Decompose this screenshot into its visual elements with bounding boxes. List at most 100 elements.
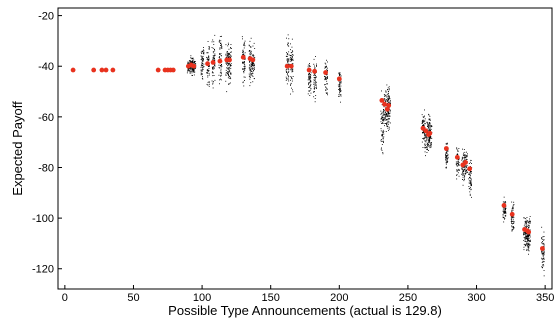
sample-point <box>226 52 228 54</box>
sample-point <box>424 123 426 124</box>
sample-point <box>187 68 189 70</box>
sample-point <box>384 114 385 115</box>
mean-point <box>379 98 385 103</box>
sample-point <box>191 68 193 70</box>
sample-point <box>388 123 389 125</box>
sample-point <box>212 47 214 49</box>
sample-point <box>253 63 255 65</box>
sample-point <box>314 77 316 78</box>
sample-point <box>325 78 327 80</box>
sample-point <box>524 232 526 234</box>
sample-point <box>385 123 387 124</box>
sample-point <box>209 47 210 49</box>
sample-point <box>542 258 544 259</box>
sample-point <box>429 142 431 144</box>
sample-point <box>203 53 205 55</box>
sample-point <box>219 36 221 37</box>
sample-point <box>470 182 472 183</box>
sample-point <box>219 48 221 50</box>
sample-point <box>469 191 471 193</box>
sample-point <box>385 119 387 121</box>
sample-point <box>388 89 390 91</box>
sample-point <box>212 51 214 52</box>
sample-point <box>189 61 191 63</box>
sample-point <box>386 84 388 86</box>
sample-point <box>505 212 507 214</box>
sample-point <box>242 82 244 84</box>
sample-point <box>511 218 512 220</box>
sample-point <box>458 162 460 163</box>
sample-point <box>308 75 310 77</box>
sample-point <box>338 86 340 88</box>
sample-point <box>194 68 196 70</box>
sample-point <box>541 242 543 244</box>
sample-point <box>543 250 545 252</box>
sample-point <box>463 173 465 175</box>
sample-point <box>528 246 529 248</box>
sample-point <box>201 70 203 72</box>
sample-point <box>244 64 246 66</box>
sample-point <box>526 237 527 239</box>
sample-point <box>513 216 515 218</box>
sample-point <box>429 139 431 141</box>
sample-point <box>446 150 448 152</box>
sample-point <box>456 153 458 155</box>
sample-point <box>380 128 382 130</box>
sample-point <box>201 64 203 66</box>
sample-point <box>525 227 527 229</box>
sample-point <box>225 44 227 46</box>
sample-point <box>423 137 425 139</box>
sample-point <box>447 150 449 152</box>
sample-point <box>523 225 525 227</box>
sample-point <box>307 79 309 81</box>
sample-point <box>526 233 527 234</box>
sample-point <box>250 82 252 84</box>
sample-point <box>252 81 254 83</box>
sample-point <box>528 238 530 240</box>
sample-point <box>250 47 252 48</box>
sample-point <box>292 54 294 56</box>
sample-point <box>292 91 294 93</box>
sample-point <box>288 63 290 65</box>
sample-point <box>220 70 222 72</box>
sample-point <box>202 65 204 67</box>
sample-point <box>427 144 429 146</box>
sample-point <box>462 154 464 156</box>
sample-point <box>201 77 203 79</box>
sample-point <box>308 79 310 81</box>
sample-point <box>526 243 528 245</box>
sample-point <box>324 79 326 81</box>
mean-point <box>509 211 515 217</box>
sample-point <box>243 44 245 46</box>
sample-point <box>387 89 388 90</box>
sample-point <box>313 79 315 81</box>
sample-point <box>513 226 514 228</box>
sample-point <box>202 73 203 75</box>
sample-point <box>428 150 429 151</box>
sample-point <box>313 96 315 98</box>
sample-point <box>207 75 209 77</box>
sample-point <box>469 177 471 179</box>
sample-point <box>456 170 458 172</box>
sample-point <box>382 152 384 153</box>
sample-point <box>229 66 230 68</box>
sample-point <box>203 66 205 68</box>
sample-point <box>470 184 472 186</box>
sample-point <box>389 101 391 103</box>
sample-point <box>426 148 428 150</box>
sample-point <box>228 83 230 85</box>
sample-point <box>385 101 387 102</box>
sample-point <box>201 52 202 54</box>
sample-point <box>218 74 220 76</box>
sample-point <box>525 237 527 239</box>
y-tick-label: -40 <box>38 61 54 73</box>
sample-point <box>512 207 514 209</box>
sample-point <box>388 115 390 117</box>
sample-point <box>502 213 504 215</box>
sample-point <box>290 49 291 51</box>
sample-point <box>425 136 427 138</box>
sample-point <box>221 46 223 47</box>
sample-point <box>252 45 254 47</box>
sample-point <box>287 45 289 47</box>
sample-point <box>207 72 209 74</box>
